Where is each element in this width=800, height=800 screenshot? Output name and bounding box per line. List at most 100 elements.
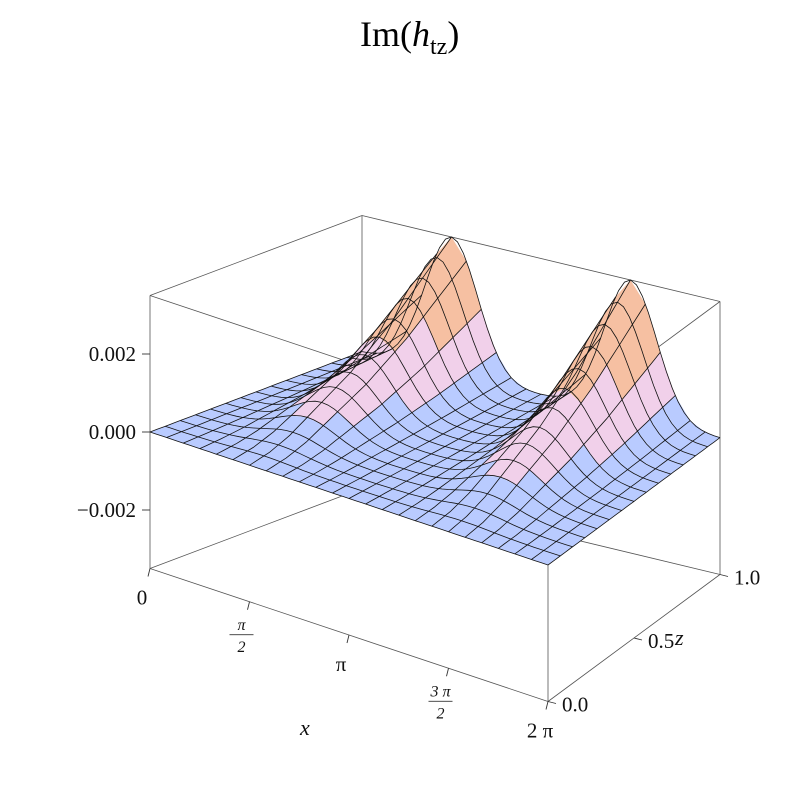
surface-patch — [415, 511, 446, 527]
surface-patch — [474, 493, 504, 515]
mesh-line — [415, 337, 602, 522]
surface-patch — [482, 352, 512, 386]
mesh-line — [149, 351, 363, 433]
surface-patch — [500, 460, 530, 486]
surface-patch — [397, 412, 428, 435]
surface-patch — [634, 368, 663, 420]
surface-mesh — [149, 236, 721, 566]
surface-patch — [513, 401, 543, 412]
surface-patch — [477, 514, 508, 533]
surface-patch — [247, 440, 279, 456]
surface-patch — [417, 453, 448, 466]
surface-patch — [257, 402, 289, 411]
surface-patch — [439, 383, 470, 411]
surface-patch — [410, 365, 440, 404]
mesh-line — [547, 437, 721, 566]
surface-patch — [487, 477, 517, 501]
z-tick-label: 0.0 — [562, 693, 588, 717]
mesh-line — [498, 395, 676, 549]
surface-patch — [665, 430, 693, 451]
surface-patch — [617, 280, 646, 325]
x-tick-label: 2 — [238, 639, 246, 656]
surface-patch — [545, 471, 575, 499]
surface-patch — [568, 403, 597, 445]
x-axis-label: x — [299, 715, 310, 740]
x-tick-label: 3 π — [429, 683, 451, 700]
surface-patch — [591, 324, 620, 365]
box-edge — [361, 215, 721, 302]
surface-patch — [655, 459, 684, 475]
surface-patch — [494, 429, 524, 453]
x-tick-label: 2 π — [527, 719, 554, 743]
surface-patch — [366, 367, 397, 405]
surface-patch — [523, 407, 553, 430]
surface-patch — [481, 444, 511, 466]
surface-patch — [256, 386, 287, 396]
surface-patch — [286, 374, 317, 384]
z-tick-label: 1.0 — [734, 566, 760, 590]
surface-patch — [609, 399, 638, 444]
surface-patch — [301, 368, 332, 378]
surface-patch — [364, 337, 395, 368]
surface-patch — [334, 354, 365, 376]
surface-patch — [396, 378, 426, 413]
x-tick — [545, 701, 549, 710]
surface-patch — [581, 384, 610, 431]
surface-patch — [468, 460, 498, 478]
surface-patch — [316, 363, 347, 372]
surface-patch — [431, 446, 461, 459]
surface-patch — [438, 477, 469, 490]
z-tick — [633, 637, 643, 641]
surface-patch — [394, 335, 425, 379]
surface-patch — [431, 515, 462, 532]
surface-patch — [425, 488, 456, 501]
surface-patch — [311, 448, 342, 467]
surface-patch — [483, 385, 513, 405]
surface-patch — [599, 454, 628, 480]
surface-patch — [574, 476, 603, 499]
x-tick — [147, 568, 151, 577]
surface-patch — [632, 304, 661, 369]
surface-patch — [531, 550, 561, 565]
surface-patch — [612, 443, 641, 470]
surface-patch — [390, 468, 420, 482]
surface-patch — [542, 438, 571, 472]
value-tick-label: −0.002 — [77, 498, 136, 522]
surface-patch — [214, 434, 246, 447]
mesh-line — [431, 296, 616, 527]
surface-patch — [436, 468, 466, 479]
surface-patch — [428, 500, 459, 516]
surface-patch — [647, 352, 676, 408]
surface-patch — [558, 458, 587, 488]
surface-patch — [497, 443, 527, 461]
surface-patch — [637, 419, 666, 451]
x-tick — [446, 668, 449, 677]
surface-patch — [514, 544, 544, 560]
surface-patch — [498, 539, 528, 554]
surface-patch — [307, 402, 338, 426]
z-tick — [547, 701, 557, 704]
surface-patch — [412, 497, 442, 512]
surface-patch — [596, 415, 625, 455]
surface-patch — [618, 487, 647, 502]
surface-patch — [602, 280, 631, 317]
surface-patch — [212, 424, 245, 435]
mesh-line — [332, 388, 527, 494]
x-tick-label: π — [336, 652, 347, 676]
surface-patch — [245, 428, 277, 441]
surface-patch — [568, 523, 598, 538]
surface-patch — [630, 477, 659, 493]
surface-patch — [510, 427, 540, 445]
surface-patch — [586, 465, 616, 489]
value-tick-label: 0.000 — [89, 420, 136, 444]
chart-title: Im(htz) — [360, 14, 459, 60]
surface-patch — [445, 503, 475, 521]
mesh-line — [464, 303, 646, 538]
surface-patch — [395, 493, 426, 507]
surface-patch — [337, 397, 368, 427]
surface-patch — [463, 449, 493, 461]
surface-patch — [380, 351, 411, 392]
box-edge — [149, 215, 363, 296]
surface-patch — [422, 477, 453, 489]
surface-patch — [452, 261, 482, 324]
